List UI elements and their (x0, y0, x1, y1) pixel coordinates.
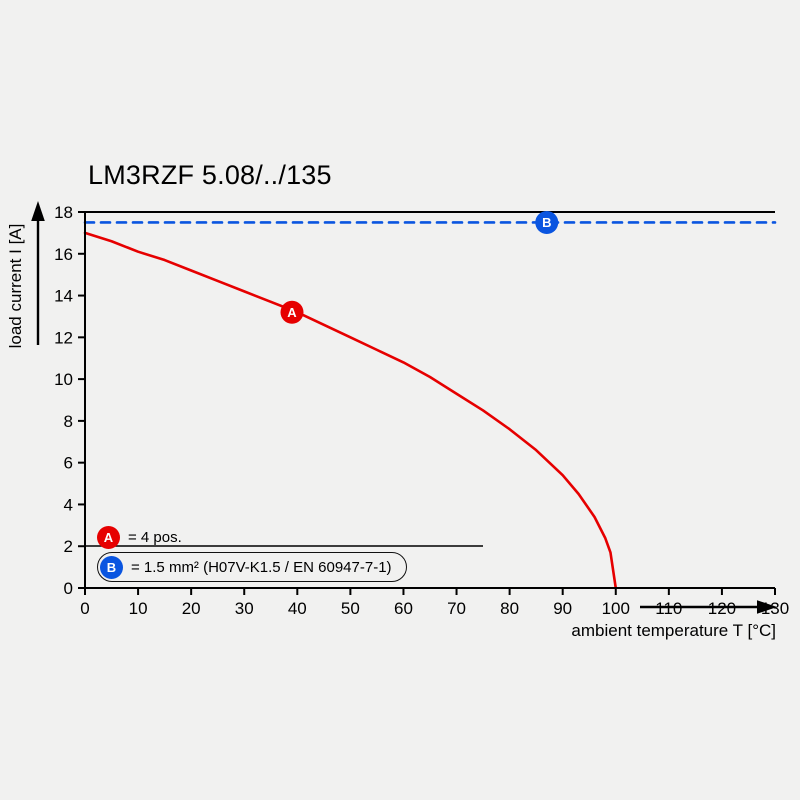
y-tick-label: 10 (54, 370, 73, 389)
x-tick-label: 30 (235, 599, 254, 618)
x-tick-label: 90 (553, 599, 572, 618)
chart-title: LM3RZF 5.08/../135 (88, 160, 332, 190)
x-tick-label: 100 (602, 599, 630, 618)
marker-a-letter: A (287, 305, 297, 320)
series-a-line (83, 231, 618, 590)
series-b-badge-icon: B (100, 555, 123, 579)
legend-item-b: B = 1.5 mm² (H07V-K1.5 / EN 60947-7-1) (97, 552, 407, 582)
x-tick-label: 60 (394, 599, 413, 618)
y-tick-label: 0 (64, 579, 73, 598)
y-tick-label: 18 (54, 203, 73, 222)
series-a-badge-icon: A (97, 525, 120, 549)
x-tick-label: 20 (182, 599, 201, 618)
x-tick-label: 120 (708, 599, 736, 618)
y-tick-label: 4 (64, 495, 73, 514)
x-axis-arrowhead-icon (757, 600, 777, 614)
x-tick-label: 50 (341, 599, 360, 618)
x-axis-label: ambient temperature T [°C] (571, 621, 776, 640)
y-tick-label: 6 (64, 454, 73, 473)
legend-label-a: = 4 pos. (128, 528, 182, 546)
x-tick-label: 110 (655, 599, 682, 618)
x-tick-label: 130 (761, 599, 789, 618)
legend: A = 4 pos. B = 1.5 mm² (H07V-K1.5 / EN 6… (97, 524, 407, 582)
y-axis-arrowhead-icon (31, 201, 45, 221)
y-tick-label: 8 (64, 412, 73, 431)
y-tick-label: 14 (54, 287, 73, 306)
y-tick-label: 2 (64, 537, 73, 556)
marker-a-icon (280, 300, 304, 324)
legend-item-a: A = 4 pos. (97, 524, 182, 550)
x-tick-label: 10 (129, 599, 148, 618)
y-tick-label: 16 (54, 245, 73, 264)
x-tick-label: 40 (288, 599, 307, 618)
x-tick-label: 70 (447, 599, 466, 618)
legend-label-b: = 1.5 mm² (H07V-K1.5 / EN 60947-7-1) (131, 558, 392, 576)
marker-b-letter: B (542, 215, 551, 230)
x-tick-label: 0 (80, 599, 89, 618)
marker-b-icon (535, 210, 559, 234)
y-axis-label: load current I [A] (6, 223, 25, 349)
y-tick-label: 12 (54, 328, 73, 347)
x-tick-label: 80 (500, 599, 519, 618)
